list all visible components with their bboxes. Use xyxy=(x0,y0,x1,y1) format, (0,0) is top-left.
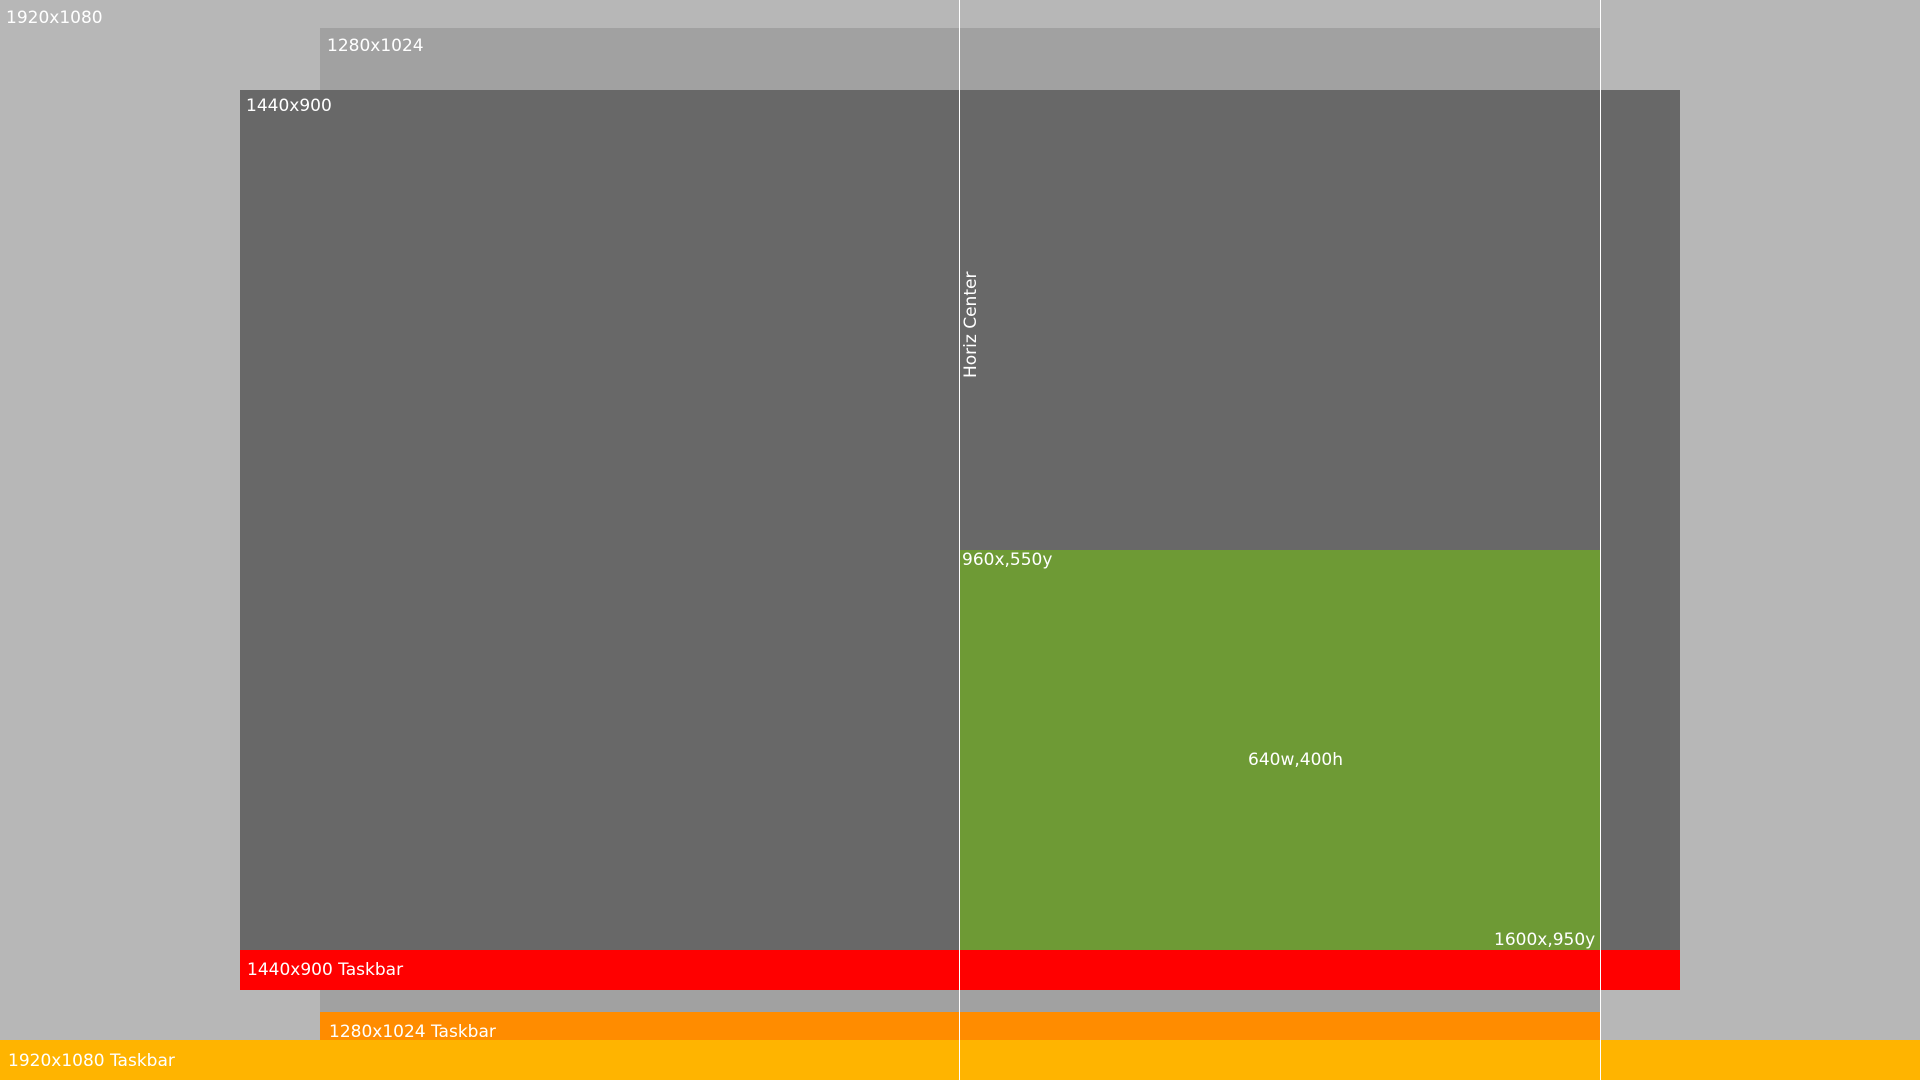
taskbar-1280-label: 1280x1024 Taskbar xyxy=(329,1022,496,1042)
horizontal-center-guide xyxy=(959,0,960,1080)
target-size-label: 640w,400h xyxy=(1248,750,1343,770)
screen-1440-label: 1440x900 xyxy=(246,96,332,116)
taskbar-1920-label: 1920x1080 Taskbar xyxy=(8,1051,175,1071)
target-top-left-label: 960x,550y xyxy=(962,550,1053,570)
right-edge-guide xyxy=(1600,0,1601,1080)
target-bottom-right-label: 1600x,950y xyxy=(1494,930,1596,950)
screen-1280-label: 1280x1024 xyxy=(327,36,424,56)
target-region xyxy=(960,550,1600,950)
screen-1920-label: 1920x1080 xyxy=(6,8,103,28)
taskbar-1920 xyxy=(0,1040,1920,1080)
taskbar-1440-label: 1440x900 Taskbar xyxy=(247,960,404,980)
taskbar-1440 xyxy=(240,950,1680,990)
horiz-center-label: Horiz Center xyxy=(961,271,981,378)
